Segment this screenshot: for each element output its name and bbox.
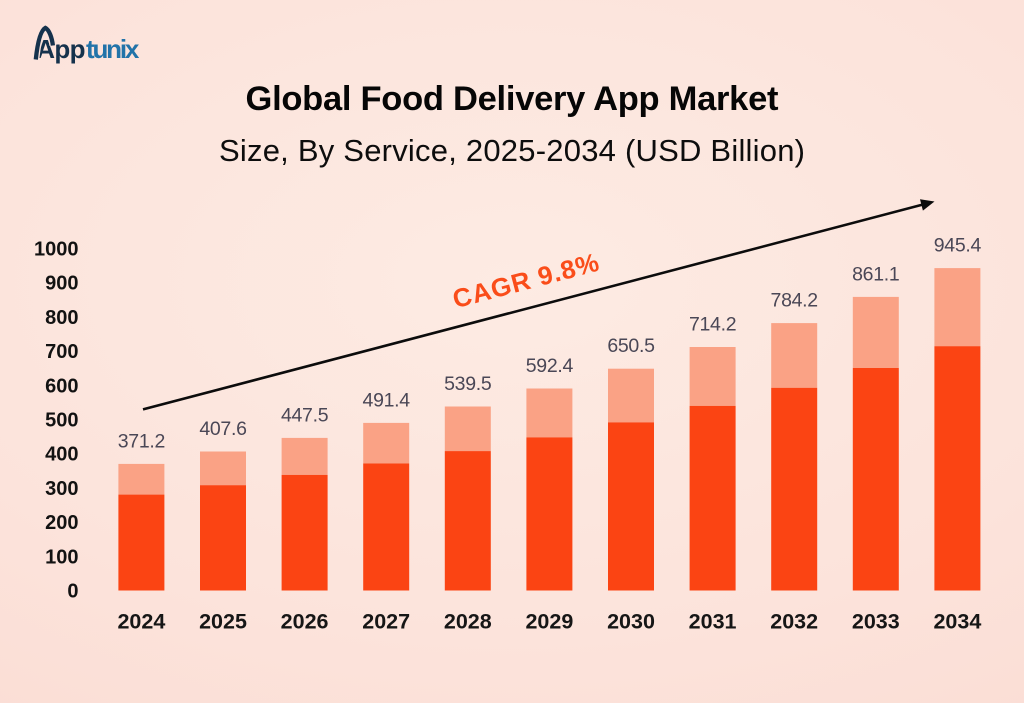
svg-text:2026: 2026 xyxy=(281,610,329,634)
svg-text:650.5: 650.5 xyxy=(607,335,655,357)
svg-text:100: 100 xyxy=(45,546,78,568)
svg-text:714.2: 714.2 xyxy=(689,314,736,336)
svg-text:539.5: 539.5 xyxy=(444,373,492,395)
svg-text:2033: 2033 xyxy=(852,610,900,634)
svg-text:447.5: 447.5 xyxy=(281,404,329,426)
svg-text:592.4: 592.4 xyxy=(526,355,574,377)
svg-text:945.4: 945.4 xyxy=(934,235,982,257)
svg-text:900: 900 xyxy=(45,273,78,295)
svg-text:tunix: tunix xyxy=(86,34,140,64)
svg-text:Global Food Delivery App Marke: Global Food Delivery App Market xyxy=(246,80,780,118)
svg-text:300: 300 xyxy=(45,478,78,500)
svg-text:Size, By Service, 2025-2034 (U: Size, By Service, 2025-2034 (USD Billion… xyxy=(219,133,805,168)
svg-text:2024: 2024 xyxy=(117,610,165,634)
svg-text:CAGR 9.8%: CAGR 9.8% xyxy=(449,247,602,314)
svg-text:491.4: 491.4 xyxy=(363,389,411,411)
svg-text:200: 200 xyxy=(45,512,78,534)
svg-text:App: App xyxy=(36,34,85,64)
svg-text:2025: 2025 xyxy=(199,610,247,634)
svg-text:2029: 2029 xyxy=(525,610,573,634)
svg-text:400: 400 xyxy=(45,444,78,466)
svg-text:1000: 1000 xyxy=(34,239,79,261)
svg-text:500: 500 xyxy=(45,410,78,432)
svg-text:2032: 2032 xyxy=(770,610,818,634)
svg-text:861.1: 861.1 xyxy=(852,263,899,285)
svg-text:371.2: 371.2 xyxy=(118,430,165,452)
svg-text:2027: 2027 xyxy=(362,610,410,634)
svg-text:700: 700 xyxy=(45,341,78,363)
svg-text:2031: 2031 xyxy=(689,610,737,634)
svg-text:2034: 2034 xyxy=(933,610,981,634)
svg-text:2030: 2030 xyxy=(607,610,655,634)
svg-text:800: 800 xyxy=(45,307,78,329)
svg-text:2028: 2028 xyxy=(444,610,492,634)
svg-text:600: 600 xyxy=(45,375,78,397)
svg-text:0: 0 xyxy=(67,581,78,603)
svg-text:407.6: 407.6 xyxy=(199,418,246,440)
svg-text:784.2: 784.2 xyxy=(771,290,818,312)
